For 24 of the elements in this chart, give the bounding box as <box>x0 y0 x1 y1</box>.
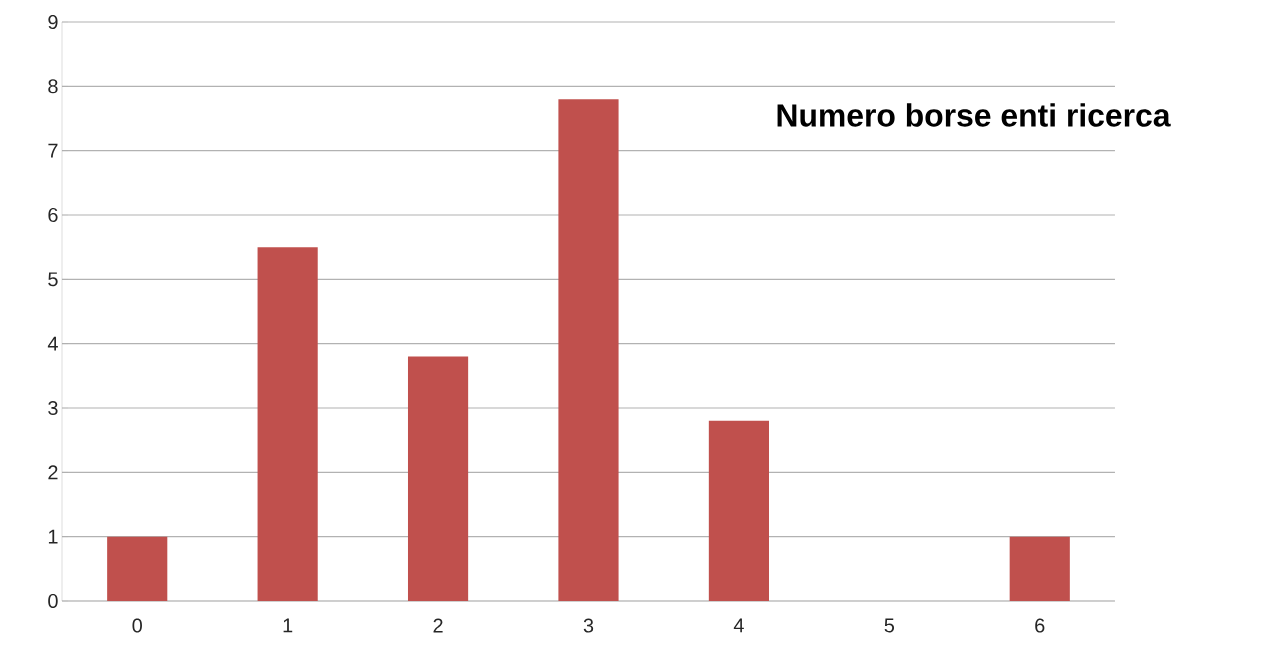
x-tick-label: 3 <box>583 618 594 633</box>
x-tick-label: 1 <box>283 618 293 633</box>
y-tick-label: 9 <box>48 14 58 30</box>
bar <box>1009 536 1070 601</box>
y-tick-label: 0 <box>48 593 58 609</box>
bar <box>558 99 619 601</box>
y-tick-label: 2 <box>48 465 58 480</box>
y-tick-label: 6 <box>48 207 58 223</box>
y-tick-label: 1 <box>48 529 58 544</box>
x-tick-label: 6 <box>1035 618 1045 633</box>
x-tick-label: 4 <box>733 618 744 633</box>
y-tick-label: 8 <box>48 79 58 94</box>
text: Numero borse enti ricerca <box>777 103 1171 127</box>
y-tick-label: 4 <box>47 336 58 351</box>
x-tick-label: 2 <box>433 618 443 633</box>
bar <box>257 247 318 601</box>
bar <box>708 420 769 601</box>
x-tick-label: 5 <box>884 618 895 633</box>
bar <box>407 356 469 601</box>
y-tick-label: 3 <box>48 400 58 416</box>
y-tick-label: 5 <box>48 272 58 287</box>
x-tick-label: 0 <box>132 618 142 633</box>
bar <box>107 536 168 601</box>
y-tick-label: 7 <box>48 143 58 158</box>
